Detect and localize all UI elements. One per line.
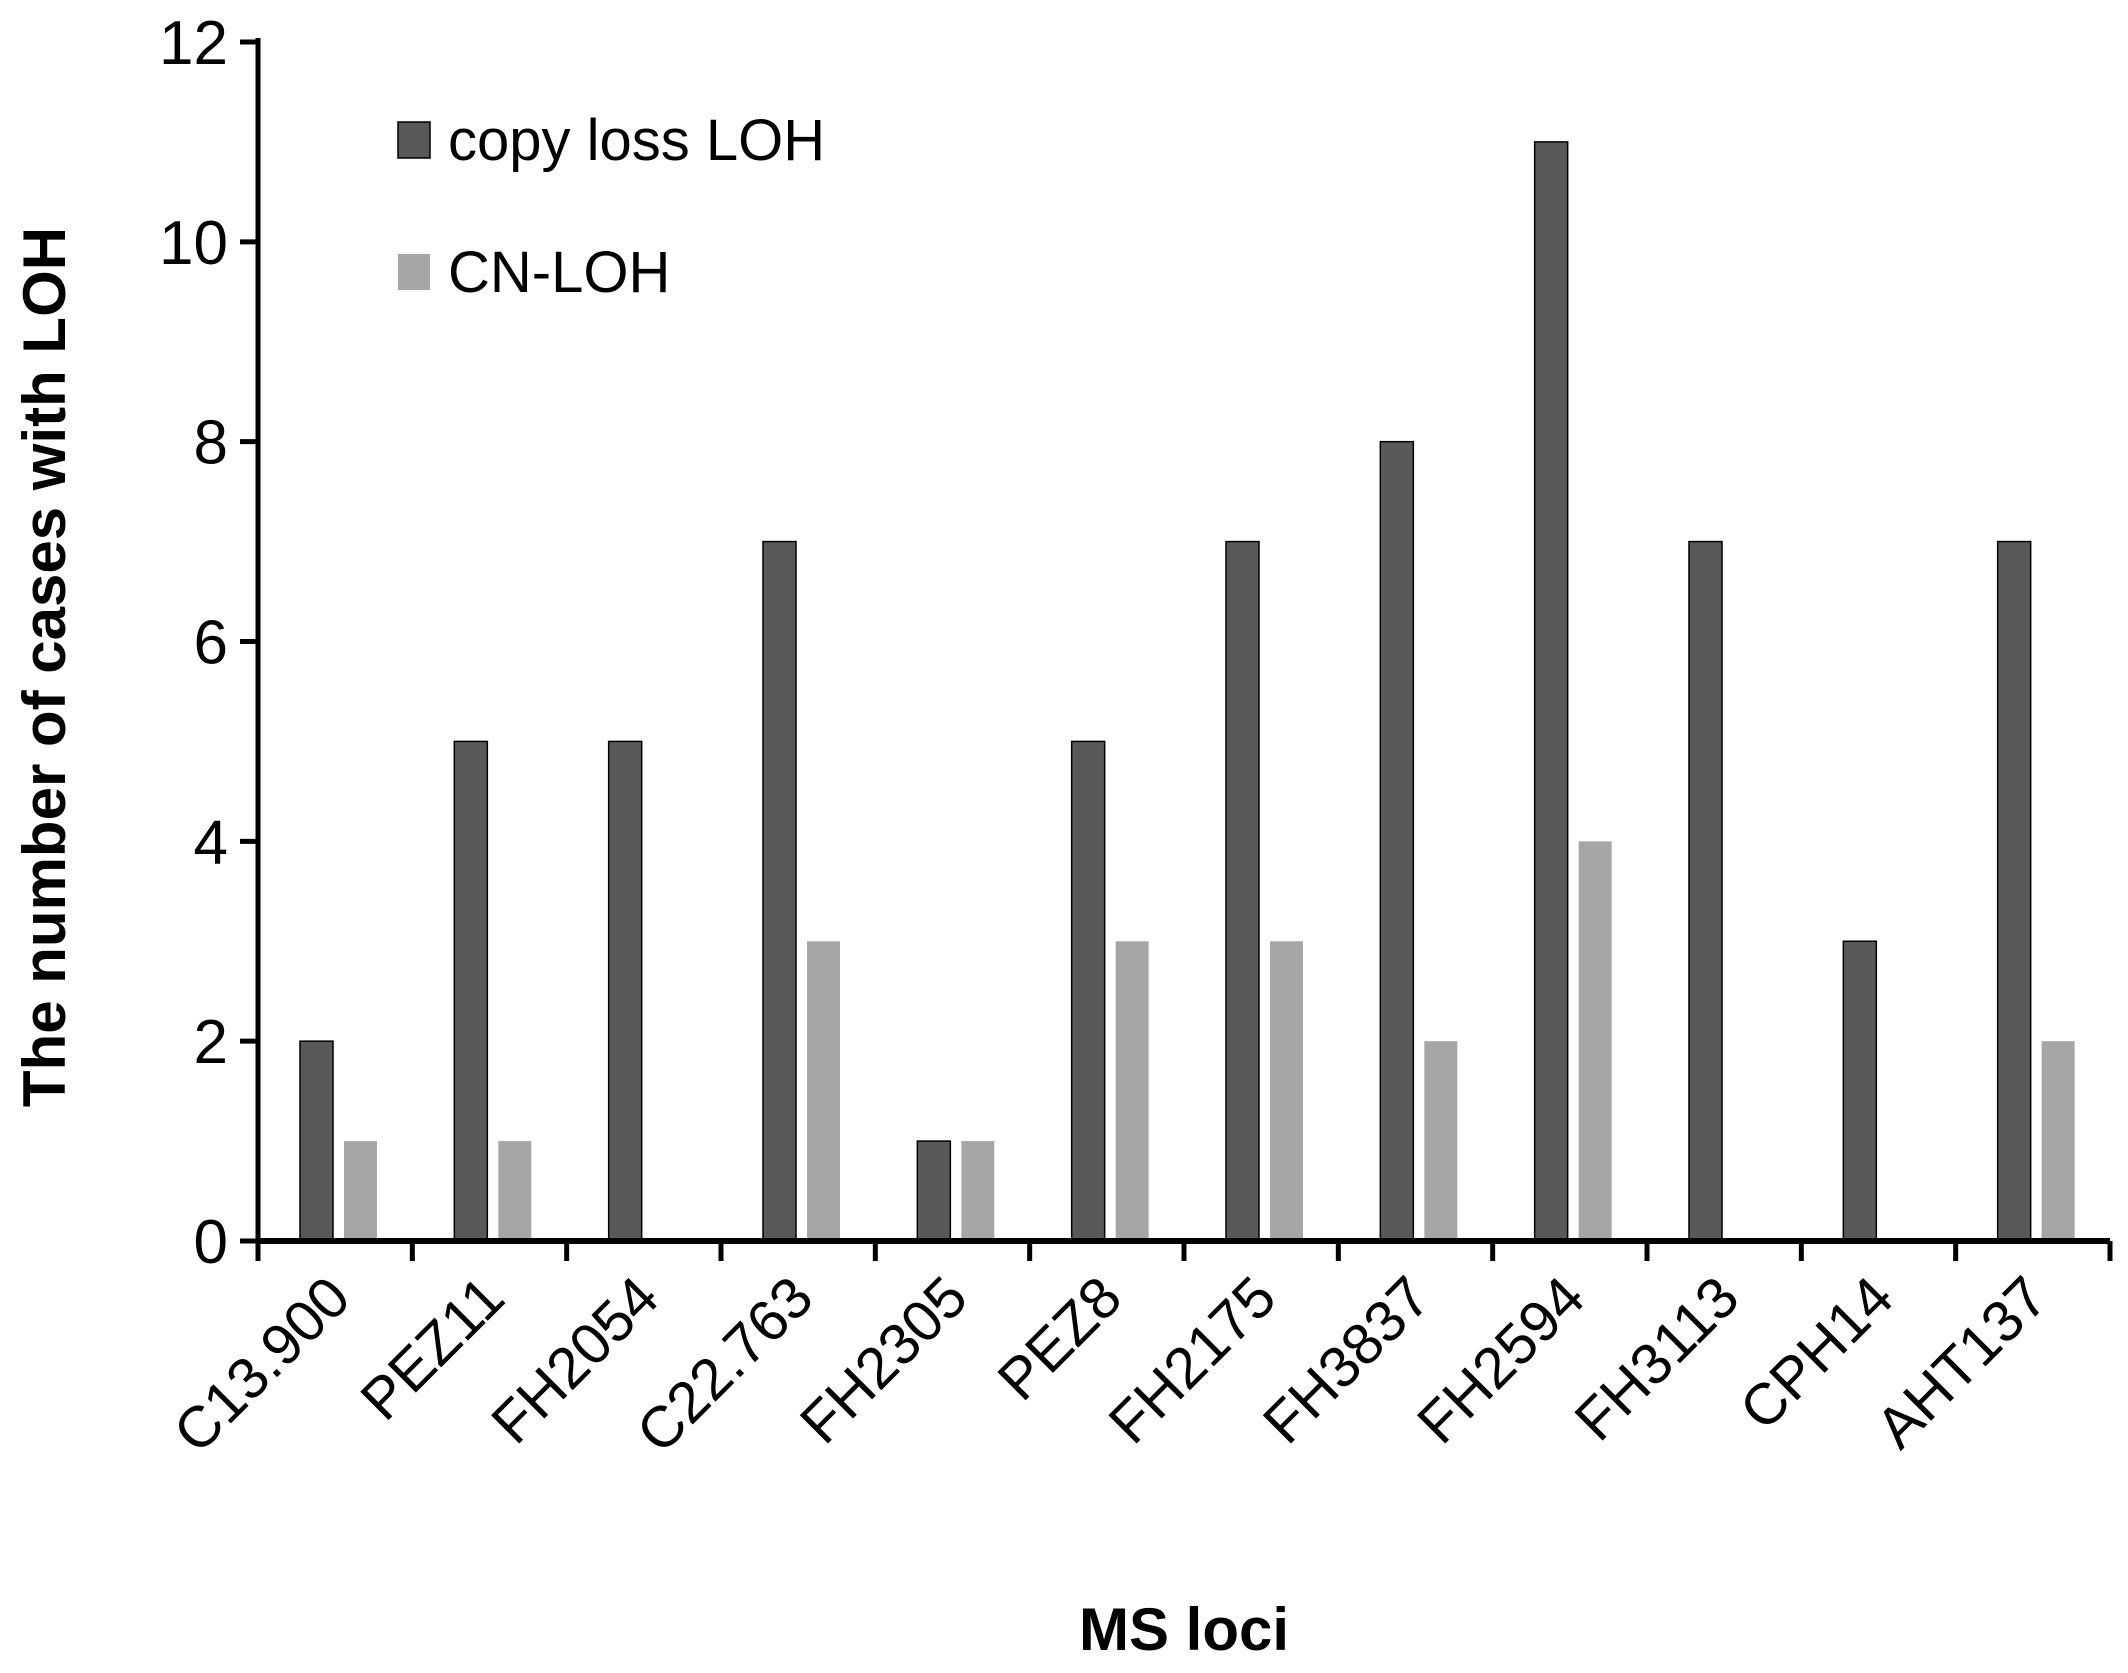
bar-cn-loh-fh2594 [1578, 841, 1612, 1241]
legend-label: CN-LOH [448, 240, 670, 305]
y-tick-label: 6 [194, 609, 228, 678]
bars-layer [299, 141, 2075, 1242]
bar-copy-loss-loh-fh3113 [1688, 540, 1723, 1242]
bar-cn-loh-pez11 [498, 1141, 532, 1241]
y-tick-label: 0 [194, 1208, 228, 1277]
bar-cn-loh-aht137 [2041, 1041, 2075, 1241]
bar-copy-loss-loh-cph14 [1842, 940, 1878, 1242]
bar-copy-loss-loh-pez8 [1070, 740, 1106, 1242]
y-tick-label: 10 [159, 209, 228, 278]
y-tick-label: 2 [194, 1008, 228, 1077]
bar-copy-loss-loh-c13-900 [299, 1040, 334, 1242]
legend-swatch [397, 121, 431, 159]
ticks-layer: 024681012C13.900PEZ11FH2054C22.763FH2305… [159, 9, 2060, 1465]
x-tick-label: FH2175 [1096, 1264, 1288, 1456]
axes-layer [240, 38, 2113, 1261]
bar-copy-loss-loh-c22-763 [762, 540, 797, 1242]
bar-copy-loss-loh-fh2175 [1225, 540, 1260, 1242]
x-tick-label: FH2305 [788, 1264, 980, 1456]
x-axis-title: MS loci [1079, 1596, 1289, 1663]
x-tick-label: C13.900 [161, 1264, 362, 1465]
legend-swatch [398, 254, 430, 290]
x-tick-label: FH3113 [1563, 1264, 1752, 1453]
x-tick-label: PEZ8 [985, 1264, 1134, 1413]
y-tick-label: 12 [159, 9, 228, 78]
x-tick-label: AHT137 [1864, 1264, 2060, 1460]
bar-copy-loss-loh-pez11 [453, 740, 489, 1242]
bar-cn-loh-pez8 [1115, 941, 1149, 1241]
bar-cn-loh-fh2305 [961, 1141, 995, 1241]
bar-copy-loss-loh-aht137 [1996, 540, 2032, 1242]
y-tick-label: 8 [194, 409, 228, 478]
bar-copy-loss-loh-fh3837 [1379, 440, 1415, 1242]
bar-copy-loss-loh-fh2594 [1533, 141, 1569, 1242]
bar-cn-loh-c13-900 [344, 1141, 377, 1241]
legend: copy loss LOH CN-LOH [397, 108, 825, 305]
bar-cn-loh-fh3837 [1424, 1041, 1458, 1241]
y-axis-title: The number of cases with LOH [11, 227, 78, 1107]
y-tick-label: 4 [194, 808, 228, 877]
bar-copy-loss-loh-fh2054 [607, 740, 643, 1242]
bar-copy-loss-loh-fh2305 [916, 1140, 952, 1242]
bar-cn-loh-c22-763 [807, 941, 840, 1241]
legend-label: copy loss LOH [448, 108, 825, 173]
bar-cn-loh-fh2175 [1270, 941, 1303, 1241]
x-tick-label: FH3837 [1251, 1264, 1443, 1456]
x-tick-label: FH2594 [1405, 1264, 1597, 1456]
